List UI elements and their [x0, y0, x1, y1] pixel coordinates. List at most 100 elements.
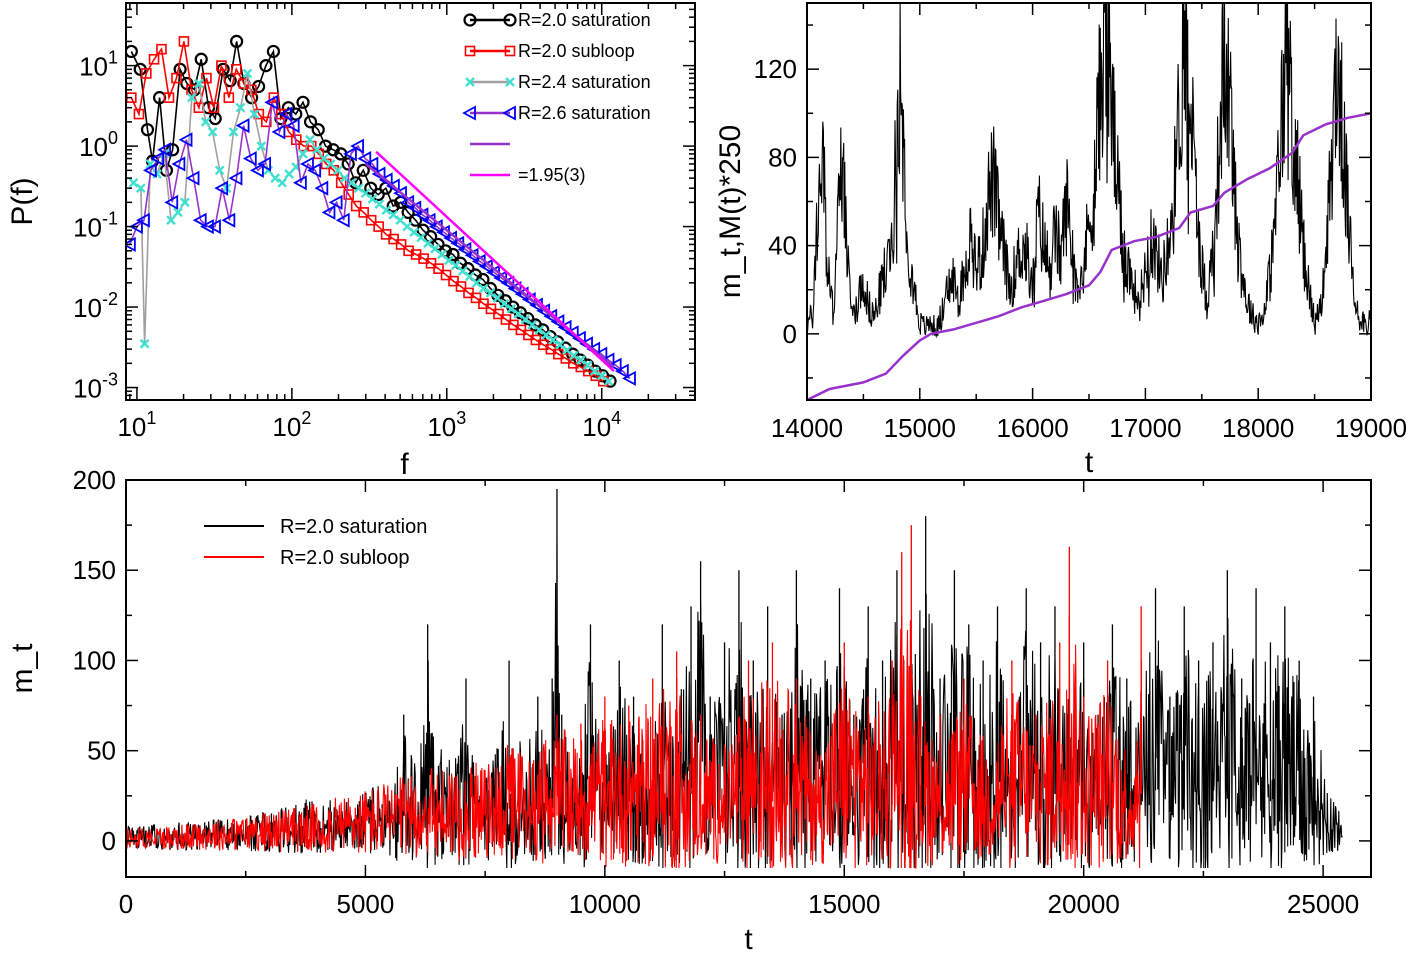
x-axis-label: f: [400, 448, 409, 481]
series-r-2-4-saturation-point: [499, 298, 510, 309]
series-r-2-0-subloop-point: [148, 53, 160, 65]
legend-marker: [503, 13, 517, 27]
series-r-2-6-saturation-point: [221, 212, 236, 228]
series-r-2-6-saturation-point: [371, 166, 386, 182]
y-tick-label: 10-2: [73, 289, 118, 323]
series-r-2-0-subloop-point: [395, 239, 407, 250]
series-r-2-4-saturation-point: [152, 169, 162, 179]
series-r-2-4-saturation-point: [506, 304, 517, 314]
series-r-2-0-subloop-point: [493, 308, 504, 320]
series-r-2-0-subloop-point: [403, 245, 414, 257]
series-r-2-0-subloop-point: [231, 64, 242, 75]
series-r-2-4-saturation-point: [186, 92, 197, 103]
series-r-2-6-saturation-point: [171, 156, 186, 172]
series-r-2-4-saturation-point: [485, 288, 496, 298]
series-r-2-0-subloop-point: [425, 257, 437, 269]
series-r-2-0-subloop-point: [500, 314, 512, 325]
legend-marker: [465, 77, 475, 87]
series-r-2-6-saturation-point: [335, 212, 350, 228]
legend-label: R=2.4 saturation: [518, 72, 651, 92]
series-r-2-4-saturation-point: [256, 141, 267, 151]
series-r-2-0-subloop-point: [223, 92, 235, 103]
series-r-2-6-saturation-point: [126, 236, 136, 252]
series-r-2-4-saturation-point: [228, 127, 239, 137]
series-r-2-4-saturation: [128, 68, 614, 387]
series-r-2-4-saturation-point: [312, 144, 322, 155]
y-tick-label: 100: [79, 128, 118, 162]
series-r-2-4-saturation-point: [541, 330, 551, 340]
legend-marker: [464, 45, 476, 57]
series-m-t: [807, 3, 1371, 339]
x-tick-label: 101: [117, 408, 156, 442]
series-r-2-0-saturation-point: [536, 323, 550, 337]
y-tick-label: 10-1: [73, 209, 118, 243]
legend-label: R=2.0 saturation: [280, 516, 427, 538]
x-tick-label: 17000: [1109, 413, 1181, 443]
series-r-2-0-saturation-line: [130, 41, 611, 382]
series-r-2-0-saturation-point: [230, 34, 244, 48]
series-r-2-6-saturation-point: [328, 194, 343, 210]
series-r-2-4-saturation-point: [194, 78, 204, 89]
series-r-2-6-saturation-point: [364, 156, 379, 172]
series-r-2-6-saturation-point: [357, 151, 372, 167]
y-tick-label: 100: [73, 645, 116, 675]
series-r-2-0-subloop-point: [163, 92, 175, 103]
series-r-2-4-saturation-point: [200, 117, 211, 127]
legend-bottom-panel: R=2.0 saturation R=2.0 subloop: [204, 516, 427, 569]
series-r-2-0-subloop-point: [335, 177, 347, 189]
legend-marker: [463, 13, 477, 27]
series-r-2-0-subloop-point: [470, 292, 482, 304]
y-tick-label: 0: [783, 319, 797, 349]
panel-time-zoom: 14000 15000 16000 17000 18000 19000 0 40 80 120 t m…: [714, 2, 1407, 479]
series-r-2-0-saturation-point: [259, 59, 273, 73]
series-r-2-6-saturation-point: [271, 124, 286, 140]
series-r-2-0-saturation-point: [401, 205, 415, 220]
panel-frequency-distribution: 101 102 103 104 10-3 10-2 10-1 100 101 f P(f) R=2.…: [6, 2, 696, 481]
series-1-95-3: [375, 150, 615, 373]
x-axis-label: t: [1085, 446, 1094, 479]
series-r-2-6-saturation-point: [385, 178, 400, 194]
series-r-2-6-saturation-point: [207, 219, 221, 235]
y-tick-label: 80: [768, 142, 797, 172]
y-axis-label: m_t: [6, 643, 39, 694]
x-tick-label: 104: [582, 408, 621, 442]
series-r-2-4-saturation-point: [478, 283, 489, 294]
legend-label: R=2.0 subloop: [280, 547, 410, 569]
series-r-2-0-subloop-point: [261, 116, 272, 128]
series-r-2-6-saturation: [126, 94, 636, 386]
series-r-2-0-subloop-point: [216, 60, 227, 71]
series-r-2-0-saturation-point: [341, 157, 355, 171]
legend-top-left-panel: R=2.0 saturation R=2.0 subloop R=2.4 satur…: [462, 10, 651, 185]
series-r-2-0-subloop-point: [433, 263, 444, 274]
series-r-2-6-saturation-point: [178, 132, 193, 148]
series-r-2-0-saturation-point: [371, 187, 385, 202]
series-r-2-4-saturation-point: [139, 338, 150, 349]
series-r-2-0-subloop-line: [126, 615, 1142, 869]
legend-label: =1.95(3): [518, 165, 586, 185]
series-r-2-6-saturation-point: [142, 162, 157, 178]
legend-label: R=2.0 saturation: [518, 10, 651, 30]
x-tick-label: 25000: [1287, 889, 1359, 919]
series-r-2-0-saturation-point: [521, 311, 535, 326]
series-r-2-6-saturation-point: [393, 185, 407, 201]
series-r-2-0-saturation-point: [431, 237, 445, 252]
x-tick-label: 15000: [808, 889, 880, 919]
series-r-2-4-saturation-point: [249, 109, 260, 119]
series-r-2-0-subloop-point: [133, 108, 145, 120]
series-r-2-4-saturation-point: [242, 68, 253, 79]
series-r-2-0-subloop-point: [455, 281, 467, 292]
y-axis-label: m_t,M(t)*250: [714, 125, 747, 298]
series-r-2-4-saturation-point: [214, 165, 225, 176]
series-r-2-4-saturation-point: [534, 325, 544, 335]
legend-item: =1.95(3): [470, 165, 586, 185]
series-r-2-4-saturation-point: [367, 194, 378, 204]
series-r-2-4-saturation-point: [575, 355, 586, 365]
series-r-2-0-subloop-point: [268, 92, 280, 103]
y-tick-label: 200: [73, 465, 116, 495]
legend-item: R=2.0 subloop: [464, 41, 635, 61]
series-M-t-scaled: [807, 112, 1371, 400]
series-r-2-0-subloop-point: [178, 36, 190, 47]
x-tick-label: 5000: [337, 889, 395, 919]
series-r-2-0-subloop-point: [343, 189, 354, 200]
